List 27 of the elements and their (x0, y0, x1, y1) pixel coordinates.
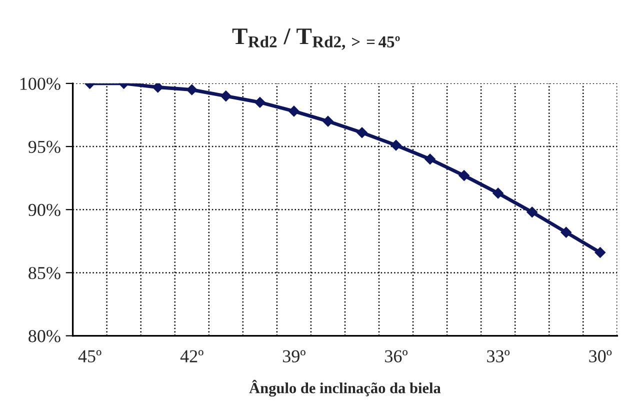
point (356, 127, 368, 138)
y-tick-label: 85% (28, 266, 60, 280)
x-tick-label: 45º (78, 350, 102, 362)
point (458, 170, 470, 181)
point (322, 116, 334, 127)
point (152, 83, 164, 93)
point (390, 140, 402, 151)
x-tick-label: 33º (487, 350, 510, 362)
y-tick-label: 90% (28, 204, 60, 216)
x-axis-title: Ângulo de inclinação da biela (249, 380, 441, 397)
y-tick-label: 100% (20, 78, 60, 90)
x-tick-label: 39º (282, 350, 306, 362)
chart-title: T$_{Rd2}$ / T$_{Rd2,>=45º}$ (232, 28, 400, 50)
point (526, 206, 538, 218)
point (220, 90, 232, 102)
x-tick-label: 42º (180, 350, 204, 362)
x-tick-label: 36º (385, 350, 408, 362)
point (560, 226, 572, 238)
point (186, 84, 198, 96)
y-tick-label: 95% (28, 140, 60, 154)
point (594, 247, 606, 258)
y-tick-label: 80% (28, 330, 60, 342)
point (424, 154, 436, 165)
point (492, 188, 504, 199)
x-tick-label: 30º (589, 350, 612, 362)
point (254, 96, 266, 108)
point (288, 106, 300, 117)
